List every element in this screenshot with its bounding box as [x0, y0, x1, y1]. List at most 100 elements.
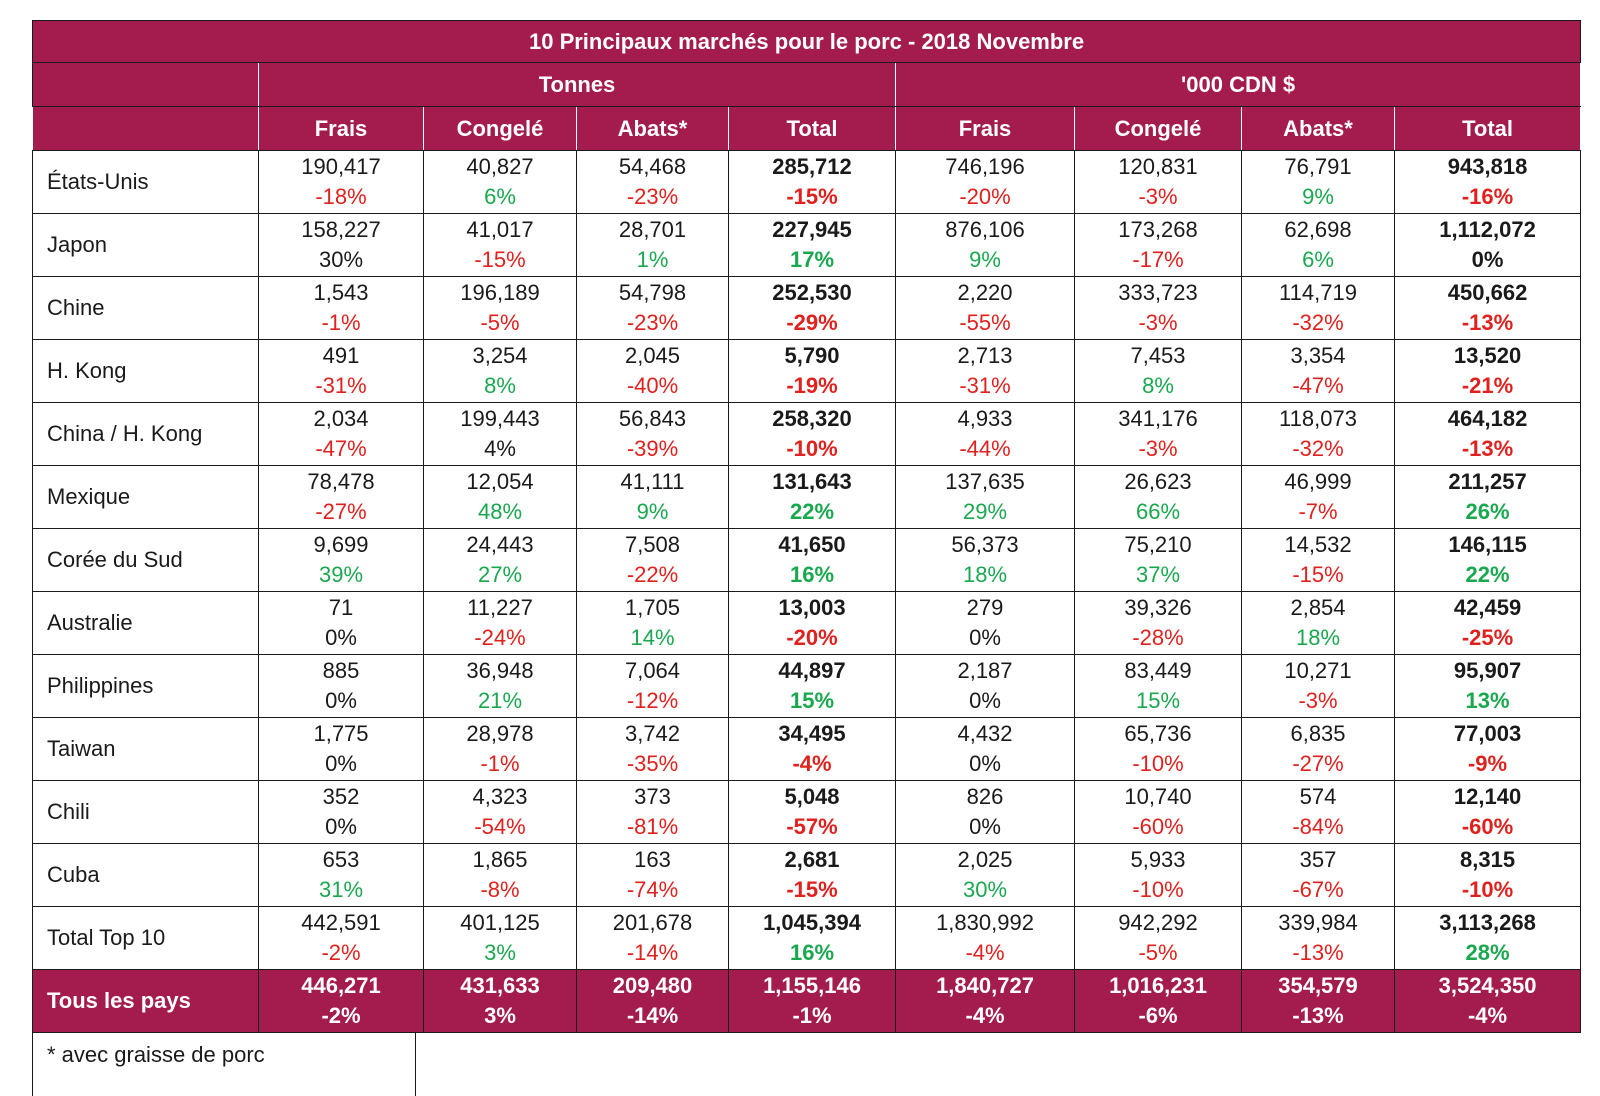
cell-change-pct: 30% — [962, 877, 1008, 902]
cell-value: 1,775 — [313, 721, 369, 746]
pork-markets-table-container: 10 Principaux marchés pour le porc - 201… — [31, 20, 1582, 1033]
data-cell: 190,417 -18% — [258, 150, 424, 214]
cell-change-pct: 0% — [325, 625, 357, 650]
data-cell: 3,354 -47% — [1241, 339, 1395, 403]
data-cell: 137,635 29% — [895, 465, 1075, 529]
cell-change-pct: -13% — [1292, 1003, 1344, 1028]
data-cell: 357 -67% — [1241, 843, 1395, 907]
data-cell: 5,790 -19% — [728, 339, 896, 403]
cell-value: 373 — [634, 784, 671, 809]
cell-change-pct: 66% — [1135, 499, 1181, 524]
cell-change-pct: -4% — [792, 751, 832, 776]
data-cell: 196,189 -5% — [423, 276, 577, 340]
table-row: Australie 71 0% 11,227 -24% 1,705 14% 13,003 -20… — [32, 591, 1582, 655]
table-row: Chine 1,543 -1% 196,189 -5% 54,798 -23% 252,530… — [32, 276, 1582, 340]
cell-value: 13,003 — [778, 595, 846, 620]
group-header-value: '000 CDN $ — [894, 62, 1582, 107]
cell-value: 2,681 — [784, 847, 840, 872]
table-body: États-Unis 190,417 -18% 40,827 6% 54,468 -23% 2… — [32, 150, 1582, 1033]
data-cell: 1,016,231 -6% — [1074, 969, 1242, 1033]
data-cell: 14,532 -15% — [1241, 528, 1395, 592]
cell-value: 41,650 — [778, 532, 846, 557]
data-cell: 40,827 6% — [423, 150, 577, 214]
data-cell: 95,907 13% — [1393, 654, 1582, 718]
all-countries-row: Tous les pays 446,271 -2% 431,633 3% 209,480 -… — [32, 969, 1582, 1033]
cell-change-pct: -23% — [626, 184, 679, 209]
cell-change-pct: -47% — [1292, 373, 1344, 398]
data-cell: 199,443 4% — [423, 402, 577, 466]
cell-change-pct: -1% — [480, 751, 520, 776]
column-header: Frais — [258, 106, 424, 151]
column-header: Abats* — [576, 106, 729, 151]
data-cell: 446,271 -2% — [258, 969, 424, 1033]
cell-change-pct: -27% — [1292, 751, 1344, 776]
data-cell: 28,978 -1% — [423, 717, 577, 781]
cell-value: 442,591 — [301, 910, 381, 935]
cell-change-pct: -1% — [321, 310, 361, 335]
data-cell: 341,176 -3% — [1074, 402, 1242, 466]
cell-value: 71 — [328, 595, 354, 620]
cell-change-pct: -2% — [321, 940, 361, 965]
cell-change-pct: -67% — [1292, 877, 1344, 902]
cell-change-pct: 0% — [969, 688, 1001, 713]
data-cell: 26,623 66% — [1074, 465, 1242, 529]
data-cell: 71 0% — [258, 591, 424, 655]
cell-value: 5,933 — [1130, 847, 1186, 872]
data-cell: 54,468 -23% — [576, 150, 729, 214]
cell-change-pct: 4% — [484, 436, 516, 461]
table-row: Corée du Sud 9,699 39% 24,443 27% 7,508 -22% 41… — [32, 528, 1582, 592]
country-label: Australie — [32, 591, 259, 655]
cell-value: 1,543 — [313, 280, 369, 305]
cell-change-pct: -20% — [786, 625, 838, 650]
cell-change-pct: 21% — [477, 688, 523, 713]
cell-change-pct: -44% — [959, 436, 1011, 461]
data-cell: 83,449 15% — [1074, 654, 1242, 718]
cell-change-pct: 0% — [325, 688, 357, 713]
footnote-box: * avec graisse de porc — [32, 1032, 416, 1096]
data-cell: 46,999 -7% — [1241, 465, 1395, 529]
data-cell: 118,073 -32% — [1241, 402, 1395, 466]
cell-change-pct: -13% — [1461, 436, 1514, 461]
data-cell: 173,268 -17% — [1074, 213, 1242, 277]
table-row: China / H. Kong 2,034 -47% 199,443 4% 56,843 -… — [32, 402, 1582, 466]
cell-value: 137,635 — [945, 469, 1025, 494]
cell-change-pct: 37% — [1135, 562, 1181, 587]
data-cell: 5,933 -10% — [1074, 843, 1242, 907]
cell-value: 11,227 — [467, 595, 533, 620]
cell-value: 252,530 — [772, 280, 852, 305]
cell-value: 285,712 — [772, 154, 852, 179]
cell-value: 56,373 — [951, 532, 1019, 557]
cell-change-pct: -84% — [1292, 814, 1344, 839]
cell-value: 1,705 — [624, 595, 681, 620]
cell-change-pct: -19% — [786, 373, 838, 398]
data-cell: 41,650 16% — [728, 528, 896, 592]
data-cell: 13,003 -20% — [728, 591, 896, 655]
data-cell: 1,155,146 -1% — [728, 969, 896, 1033]
country-label: Japon — [32, 213, 259, 277]
cell-change-pct: -74% — [626, 877, 679, 902]
cell-value: 3,524,350 — [1438, 973, 1537, 998]
data-cell: 10,271 -3% — [1241, 654, 1395, 718]
cell-value: 199,443 — [460, 406, 540, 431]
cell-value: 131,643 — [772, 469, 852, 494]
data-cell: 201,678 -14% — [576, 906, 729, 970]
cell-value: 7,508 — [624, 532, 681, 557]
data-cell: 11,227 -24% — [423, 591, 577, 655]
cell-change-pct: -5% — [480, 310, 520, 335]
data-cell: 146,115 22% — [1393, 528, 1582, 592]
cell-change-pct: 26% — [1465, 499, 1510, 524]
cell-value: 2,034 — [313, 406, 369, 431]
data-cell: 41,017 -15% — [423, 213, 577, 277]
data-cell: 373 -81% — [576, 780, 729, 844]
data-cell: 12,140 -60% — [1393, 780, 1582, 844]
data-cell: 464,182 -13% — [1393, 402, 1582, 466]
cell-value: 2,713 — [957, 343, 1013, 368]
data-cell: 1,775 0% — [258, 717, 424, 781]
data-cell: 653 31% — [258, 843, 424, 907]
cell-change-pct: 17% — [789, 247, 835, 272]
cell-change-pct: 0% — [325, 814, 357, 839]
cell-change-pct: -21% — [1461, 373, 1514, 398]
data-cell: 442,591 -2% — [258, 906, 424, 970]
cell-value: 163 — [634, 847, 671, 872]
table-row: Mexique 78,478 -27% 12,054 48% 41,111 9% 131,64… — [32, 465, 1582, 529]
